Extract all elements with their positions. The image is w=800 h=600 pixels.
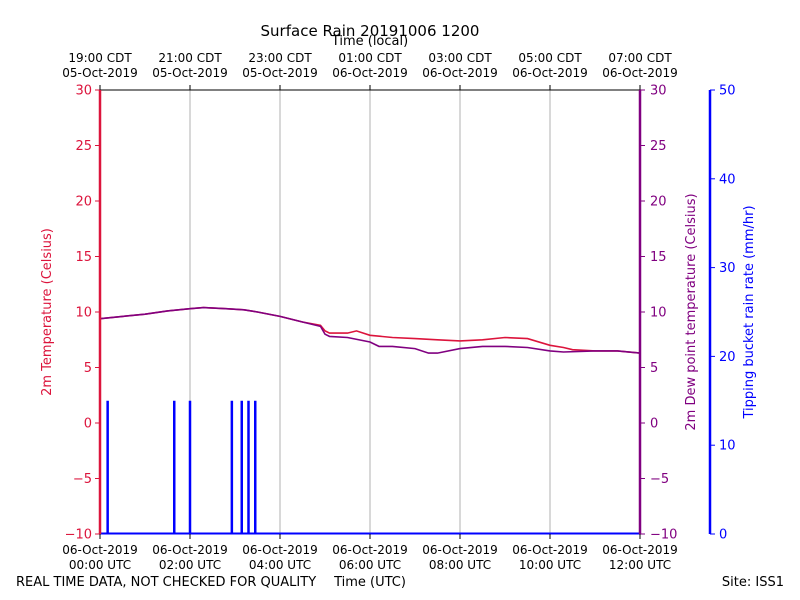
quality-disclaimer: REAL TIME DATA, NOT CHECKED FOR QUALITY <box>16 575 317 590</box>
rain-tick-label: 0 <box>719 528 727 543</box>
dewpoint-tick-label: 10 <box>650 306 667 321</box>
bottom-tick-time: 04:00 UTC <box>249 558 311 572</box>
top-tick-date: 06-Oct-2019 <box>422 66 498 80</box>
temperature-tick-label: 15 <box>75 250 92 265</box>
dewpoint-tick-label: −5 <box>650 472 669 487</box>
bottom-tick-time: 02:00 UTC <box>159 558 221 572</box>
chart-title: Surface Rain 20191006 1200 <box>260 22 480 40</box>
rain-tick-label: 20 <box>719 350 736 365</box>
dewpoint-axis-label: 2m Dew point temperature (Celsius) <box>684 193 699 430</box>
top-tick-time: 23:00 CDT <box>248 51 312 65</box>
bottom-tick-time: 06:00 UTC <box>339 558 401 572</box>
bottom-tick-time: 12:00 UTC <box>609 558 671 572</box>
top-axis-label: Time (local) <box>331 34 409 49</box>
top-tick-time: 05:00 CDT <box>518 51 582 65</box>
dewpoint-tick-label: 15 <box>650 250 667 265</box>
bottom-tick-date: 06-Oct-2019 <box>512 543 588 557</box>
rain-tick-label: 30 <box>719 261 736 276</box>
dewpoint-tick-label: 30 <box>650 84 667 99</box>
top-tick-date: 05-Oct-2019 <box>62 66 138 80</box>
temperature-tick-label: 25 <box>75 139 92 154</box>
bottom-axis-label: Time (UTC) <box>334 575 406 590</box>
rain-tick-label: 50 <box>719 84 736 99</box>
top-tick-time: 21:00 CDT <box>158 51 222 65</box>
dewpoint-tick-label: 0 <box>650 417 658 432</box>
rain-tick-label: 40 <box>719 172 736 187</box>
bottom-tick-date: 06-Oct-2019 <box>62 543 138 557</box>
site-label: Site: ISS1 <box>721 575 784 590</box>
bottom-tick-time: 00:00 UTC <box>69 558 131 572</box>
top-tick-time: 19:00 CDT <box>68 51 132 65</box>
temperature-tick-label: −5 <box>73 472 92 487</box>
dewpoint-tick-label: −10 <box>650 528 677 543</box>
rain-axis-label: Tipping bucket rain rate (mm/hr) <box>742 205 757 419</box>
bottom-tick-date: 06-Oct-2019 <box>242 543 318 557</box>
dewpoint-tick-label: 25 <box>650 139 667 154</box>
bottom-tick-date: 06-Oct-2019 <box>602 543 678 557</box>
top-tick-date: 06-Oct-2019 <box>512 66 588 80</box>
bottom-tick-date: 06-Oct-2019 <box>422 543 498 557</box>
bottom-tick-time: 08:00 UTC <box>429 558 491 572</box>
temperature-tick-label: 30 <box>75 84 92 99</box>
top-tick-date: 05-Oct-2019 <box>152 66 228 80</box>
rain-tick-label: 10 <box>719 439 736 454</box>
temperature-tick-label: 20 <box>75 195 92 210</box>
temperature-tick-label: 10 <box>75 306 92 321</box>
temperature-tick-label: 5 <box>84 361 92 376</box>
dewpoint-line <box>99 306 641 354</box>
top-tick-time: 07:00 CDT <box>608 51 672 65</box>
dewpoint-tick-label: 20 <box>650 195 667 210</box>
temperature-tick-label: 0 <box>84 417 92 432</box>
bottom-tick-date: 06-Oct-2019 <box>152 543 228 557</box>
top-tick-time: 01:00 CDT <box>338 51 402 65</box>
top-tick-date: 05-Oct-2019 <box>242 66 318 80</box>
dewpoint-tick-label: 5 <box>650 361 658 376</box>
top-tick-time: 03:00 CDT <box>428 51 492 65</box>
top-tick-date: 06-Oct-2019 <box>332 66 408 80</box>
temperature-axis-label: 2m Temperature (Celsius) <box>40 228 55 396</box>
bottom-tick-date: 06-Oct-2019 <box>332 543 408 557</box>
top-tick-date: 06-Oct-2019 <box>602 66 678 80</box>
bottom-tick-time: 10:00 UTC <box>519 558 581 572</box>
temperature-tick-label: −10 <box>65 528 92 543</box>
